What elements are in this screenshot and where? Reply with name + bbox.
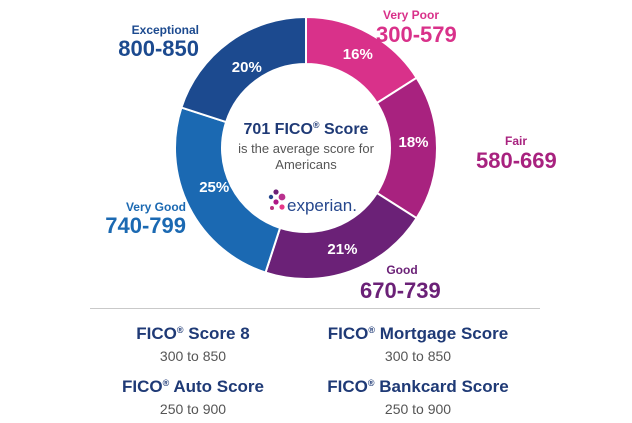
model-fico-bankcard-score: FICO® Bankcard Score 250 to 900 <box>288 373 548 417</box>
model-range: 250 to 900 <box>384 401 452 417</box>
experian-logo-dot <box>273 199 279 205</box>
category-name-label: Very Good <box>126 200 186 214</box>
category-range-label: 670-739 <box>360 278 441 300</box>
model-title: FICO® Auto Score <box>121 377 265 396</box>
center-subtitle-line-2: Americans <box>275 157 337 172</box>
model-range: 300 to 850 <box>384 348 452 364</box>
experian-logo-dot <box>279 204 285 210</box>
category-range-label: 300-579 <box>376 22 457 47</box>
divider <box>90 308 540 309</box>
category-name-label: Very Poor <box>383 8 439 22</box>
model-fico-score-8: FICO® Score 8 300 to 850 <box>63 320 323 364</box>
slice-exceptional <box>180 15 307 124</box>
category-name-label: Fair <box>505 134 527 148</box>
slice-percent-label: 18% <box>398 134 428 151</box>
model-title: FICO® Mortgage Score <box>327 324 509 343</box>
category-range-label: 580-669 <box>476 148 557 173</box>
experian-logo-dot <box>270 206 274 210</box>
center-subtitle-line-1: is the average score for <box>238 141 375 156</box>
slice-percent-label: 21% <box>327 241 357 258</box>
category-range-label: 800-850 <box>118 36 199 61</box>
category-range-label: 740-799 <box>105 213 186 238</box>
slice-percent-label: 20% <box>232 59 262 76</box>
experian-logo-dot <box>268 194 274 200</box>
model-range: 300 to 850 <box>159 348 227 364</box>
slice-percent-label: 25% <box>199 179 229 196</box>
experian-logo-dot <box>278 193 286 201</box>
experian-logo-icon: experian. <box>287 196 357 215</box>
experian-logo-dot <box>273 189 279 195</box>
category-name-label: Good <box>386 263 417 277</box>
model-fico-auto-score: FICO® Auto Score 250 to 900 <box>63 373 323 417</box>
category-name-label: Exceptional <box>132 23 199 37</box>
slice-percent-label: 16% <box>343 46 373 63</box>
model-title: FICO® Score 8 <box>136 324 250 343</box>
model-fico-mortgage-score: FICO® Mortgage Score 300 to 850 <box>288 320 548 364</box>
model-title: FICO® Bankcard Score <box>327 377 509 396</box>
center-headline: 701 FICO® Score <box>244 120 369 138</box>
model-range: 250 to 900 <box>159 401 227 417</box>
